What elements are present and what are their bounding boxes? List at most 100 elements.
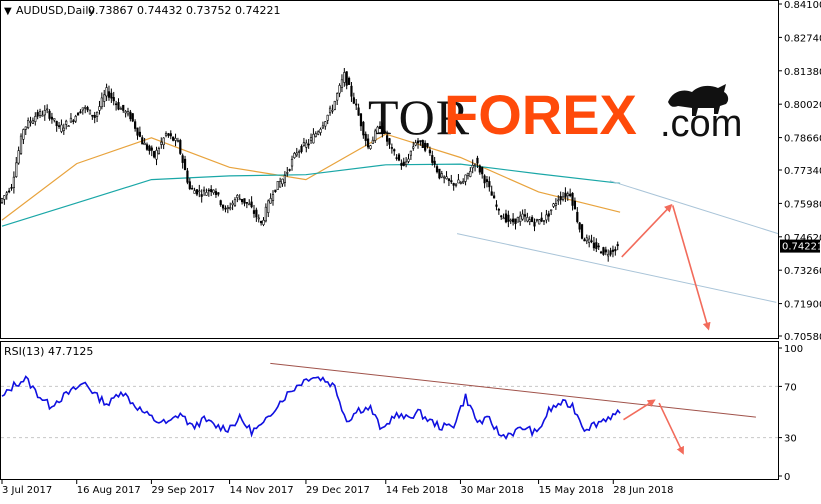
candle-body xyxy=(424,142,427,151)
logo-forex: FOREX xyxy=(444,83,637,146)
candle-body xyxy=(347,77,351,85)
candle-body xyxy=(504,213,508,223)
candle-body xyxy=(485,179,489,182)
candle-body xyxy=(395,157,398,159)
time-tick-label: 14 Feb 2018 xyxy=(386,485,448,496)
candle-body xyxy=(136,127,139,136)
candle-body xyxy=(578,222,581,230)
candle-body xyxy=(186,170,189,183)
candle-body xyxy=(557,199,560,202)
candle-body xyxy=(585,237,588,242)
candle-body xyxy=(38,111,42,116)
candle-body xyxy=(336,93,339,101)
candle-body xyxy=(143,142,146,146)
time-tick-label: 29 Sep 2017 xyxy=(151,485,214,496)
candle-body xyxy=(191,187,194,190)
candle-body xyxy=(369,145,372,149)
candle-body xyxy=(538,219,541,225)
candle-body xyxy=(243,198,246,204)
candle-body xyxy=(502,217,505,220)
candle-body xyxy=(352,97,355,104)
candle-body xyxy=(179,140,182,154)
candle-body xyxy=(540,217,543,222)
rsi-tick-label: 0 xyxy=(784,472,790,483)
candle-body xyxy=(112,97,115,102)
candle-body xyxy=(312,133,315,144)
candle-body xyxy=(224,207,227,210)
candle-body xyxy=(286,172,289,174)
candle-body xyxy=(397,154,401,161)
candle-body xyxy=(409,150,412,156)
candle-body xyxy=(281,178,284,185)
rsi-annotations xyxy=(270,362,756,455)
time-tick-label: 16 Aug 2017 xyxy=(77,485,141,496)
candle-body xyxy=(569,193,572,197)
candle-body xyxy=(309,137,313,141)
candle-body xyxy=(212,189,215,193)
candle-body xyxy=(362,121,365,136)
moving-averages xyxy=(1,133,621,227)
candle-body xyxy=(188,181,191,190)
torforex-logo: TOR FOREX .com xyxy=(368,83,742,146)
candle-body xyxy=(516,216,519,223)
candle-body xyxy=(471,164,474,169)
ohlc-label: 0.73867 0.74432 0.73752 0.74221 xyxy=(88,4,280,17)
candle-body xyxy=(74,116,77,122)
candle-body xyxy=(526,217,529,222)
candle-body xyxy=(53,118,56,121)
candle-body xyxy=(381,125,384,134)
rsi-line xyxy=(1,375,621,441)
candle-body xyxy=(252,210,256,214)
candle-body xyxy=(507,214,510,222)
candle-body xyxy=(466,172,470,177)
candle-body xyxy=(279,181,282,188)
candle-body xyxy=(238,198,241,201)
candle-body xyxy=(478,165,481,173)
candle-body xyxy=(443,176,446,179)
candle-body xyxy=(43,110,46,116)
candle-body xyxy=(198,190,201,193)
candle-body xyxy=(402,161,405,166)
candle-body xyxy=(124,111,127,114)
header-marker: ▼ xyxy=(4,6,12,17)
candle-body xyxy=(81,107,84,111)
rsi-trendline xyxy=(270,362,756,418)
candle-body xyxy=(193,190,196,194)
candle-body xyxy=(592,242,596,249)
candle-body xyxy=(229,207,232,210)
candle-body xyxy=(69,117,73,123)
candle-body xyxy=(115,103,118,106)
candle-body xyxy=(0,198,4,203)
candle-body xyxy=(257,217,260,220)
candle-body xyxy=(452,183,455,186)
candle-body xyxy=(597,245,600,248)
candle-body xyxy=(264,206,267,222)
candle-body xyxy=(98,106,101,111)
candle-body xyxy=(221,204,225,209)
candle-body xyxy=(447,178,451,181)
candle-body xyxy=(371,139,374,144)
candle-body xyxy=(614,249,617,252)
candle-body xyxy=(119,108,122,110)
candle-body xyxy=(305,142,308,148)
candle-body xyxy=(217,192,220,195)
time-tick-label: 30 Mar 2018 xyxy=(460,485,523,496)
candle-body xyxy=(599,251,603,254)
candle-body xyxy=(350,85,353,97)
symbol-label: AUDUSD,Daily xyxy=(16,4,95,17)
candle-body xyxy=(172,136,175,141)
candle-body xyxy=(105,87,108,97)
candle-body xyxy=(276,181,279,190)
candle-body xyxy=(231,202,234,206)
candle-body xyxy=(65,120,68,125)
candle-body xyxy=(62,127,65,131)
time-tick-label: 3 Jul 2017 xyxy=(2,485,52,496)
candle-body xyxy=(107,91,111,98)
candle-body xyxy=(5,192,8,196)
